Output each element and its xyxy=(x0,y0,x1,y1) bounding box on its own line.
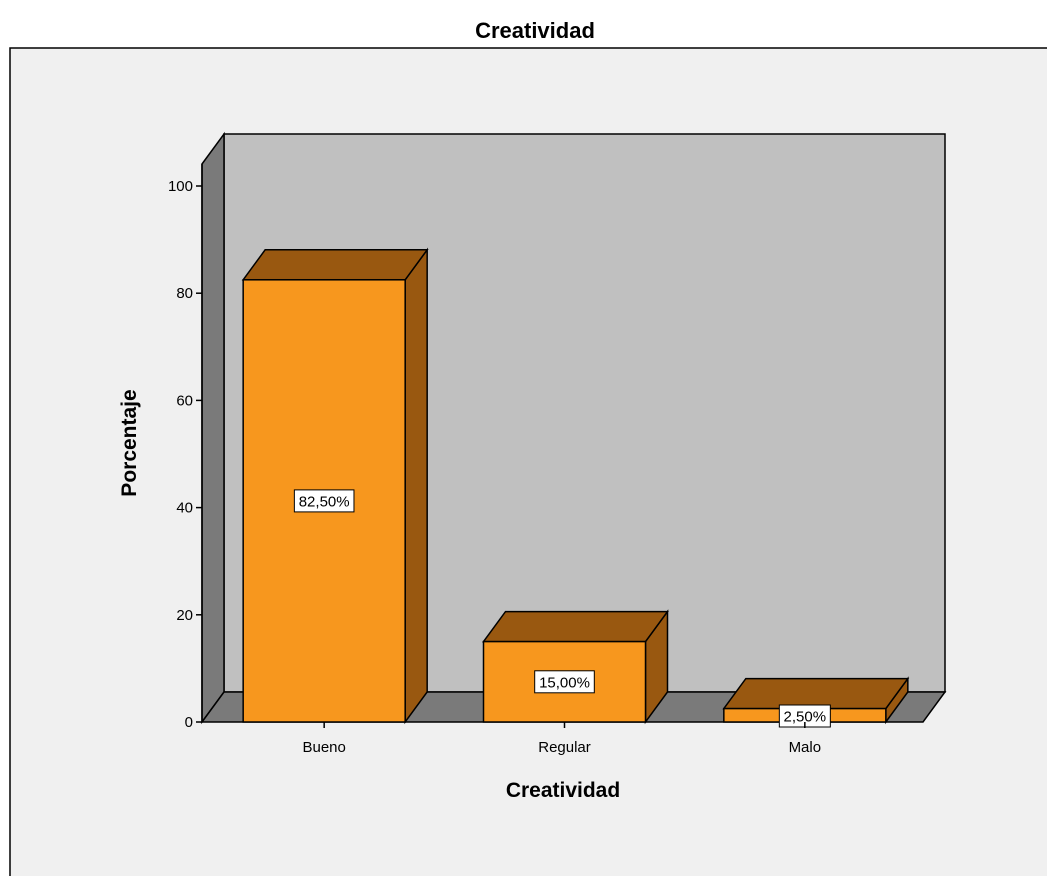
bar-regular-top xyxy=(482,610,669,643)
x-axis: Bueno Regular Malo xyxy=(302,722,821,756)
bar-bueno: 82,50% xyxy=(241,247,429,725)
x-tick-label-bueno: Bueno xyxy=(302,739,345,756)
bar-malo-top xyxy=(722,677,910,710)
data-label-box-bueno xyxy=(293,489,355,513)
y-tick-label-80: 80 xyxy=(176,285,193,302)
y-axis: 0 20 40 60 80 100 xyxy=(168,164,203,731)
data-label-box-regular xyxy=(534,670,595,694)
y-tick-label-20: 20 xyxy=(176,607,193,624)
x-tick-label-malo: Malo xyxy=(789,739,822,756)
x-tick-label-regular: Regular xyxy=(538,739,591,756)
y-tick-label-40: 40 xyxy=(176,500,193,517)
y-tick-label-0: 0 xyxy=(185,714,193,731)
y-tick-label-100: 100 xyxy=(168,178,193,195)
bar-bueno-top xyxy=(241,249,429,281)
plot-side-wall xyxy=(201,131,225,725)
data-label-malo: 2,50% xyxy=(784,709,827,726)
bars: 82,50% 15,00% 2,50% xyxy=(241,247,910,728)
bar-regular: 15,00% xyxy=(482,609,669,725)
data-label-regular: 15,00% xyxy=(539,674,590,691)
bar-malo: 2,50% xyxy=(722,676,910,728)
y-tick-label-60: 60 xyxy=(176,392,193,409)
data-label-bueno: 82,50% xyxy=(299,493,350,510)
chart-title: Creatividad xyxy=(475,18,595,43)
y-axis-title: Porcentaje xyxy=(118,389,141,496)
x-axis-title: Creatividad xyxy=(506,779,620,802)
bar-bueno-side xyxy=(404,247,428,725)
